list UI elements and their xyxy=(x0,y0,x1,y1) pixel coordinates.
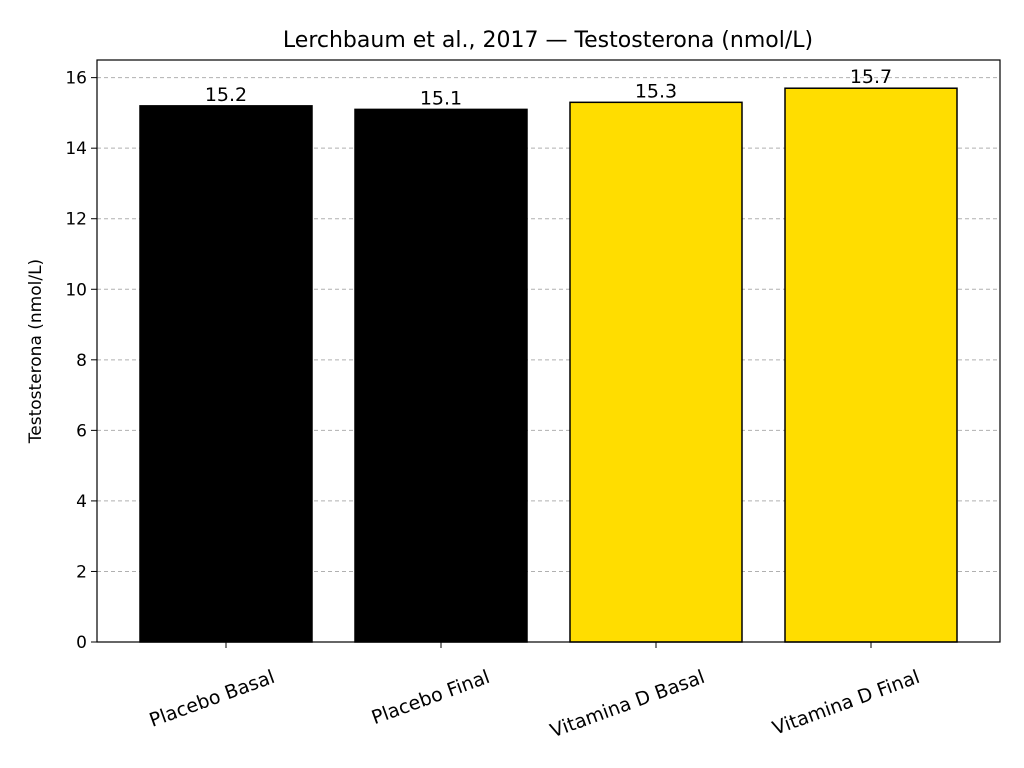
data-label: 15.2 xyxy=(205,84,247,106)
y-tick-label: 2 xyxy=(76,562,87,582)
y-tick-label: 14 xyxy=(65,139,87,159)
data-label: 15.3 xyxy=(635,80,677,102)
bar xyxy=(784,87,958,643)
y-tick-label: 4 xyxy=(76,492,87,512)
bar xyxy=(569,101,743,643)
y-tick-label: 10 xyxy=(65,280,87,300)
y-tick-label: 8 xyxy=(76,351,87,371)
x-tick-label: Placebo Final xyxy=(369,666,493,729)
y-tick-label: 0 xyxy=(76,633,87,653)
x-tick-label: Placebo Basal xyxy=(146,666,277,732)
y-tick-label: 12 xyxy=(65,210,87,230)
plot-frame xyxy=(96,59,1001,643)
y-tick-label: 6 xyxy=(76,421,87,441)
y-tick-label: 16 xyxy=(65,69,87,89)
bar xyxy=(139,105,313,643)
data-label: 15.7 xyxy=(850,66,892,88)
x-tick-label: Vitamina D Final xyxy=(770,666,923,740)
x-tick-label: Vitamina D Basal xyxy=(547,666,707,742)
chart-title: Lerchbaum et al., 2017 — Testosterona (n… xyxy=(283,28,813,53)
data-label: 15.1 xyxy=(420,87,462,109)
bar xyxy=(354,108,528,643)
y-axis-label: Testosterona (nmol/L) xyxy=(26,259,46,444)
